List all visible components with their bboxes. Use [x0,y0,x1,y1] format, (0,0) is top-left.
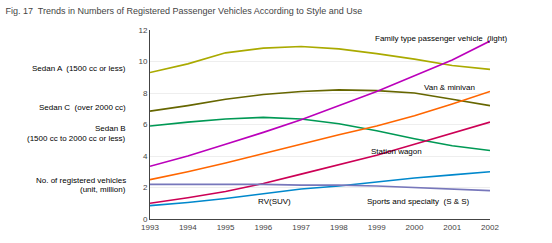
svg-text:1994: 1994 [179,223,197,232]
svg-text:Sports and specialty (S & S): Sports and specialty (S & S) [367,197,470,206]
svg-text:(unit, million): (unit, million) [80,185,126,194]
svg-text:2001: 2001 [443,223,461,232]
svg-text:12: 12 [138,26,147,35]
svg-text:2000: 2000 [406,223,424,232]
svg-text:Sedan B: Sedan B [95,124,126,133]
svg-text:1997: 1997 [292,223,310,232]
svg-text:No. of registered vehicles: No. of registered vehicles [36,176,126,185]
svg-text:Fig. 17 Trends in Numbers of: Fig. 17 Trends in Numbers of Registered … [6,6,363,16]
svg-text:(1500 cc to 2000 cc or less): (1500 cc to 2000 cc or less) [27,134,126,143]
svg-text:Sedan C (over 2000 cc): Sedan C (over 2000 cc) [39,103,126,112]
svg-text:1993: 1993 [141,223,159,232]
svg-text:RV(SUV): RV(SUV) [258,197,291,206]
svg-text:1999: 1999 [368,223,386,232]
svg-text:Station wagon: Station wagon [371,147,422,156]
svg-text:2002: 2002 [481,223,499,232]
svg-text:6: 6 [143,120,148,129]
svg-text:1996: 1996 [254,223,272,232]
svg-text:Van & minivan: Van & minivan [424,83,475,92]
svg-text:0: 0 [143,215,148,224]
svg-text:Sedan A (1500 cc or less): Sedan A (1500 cc or less) [32,64,126,73]
svg-text:10: 10 [138,57,147,66]
svg-text:4: 4 [143,152,148,161]
svg-text:8: 8 [143,89,148,98]
svg-text:Family type passenger vehicle: Family type passenger vehicle (light) [375,34,507,43]
svg-text:2: 2 [143,183,148,192]
svg-text:1998: 1998 [330,223,348,232]
svg-text:1995: 1995 [217,223,235,232]
